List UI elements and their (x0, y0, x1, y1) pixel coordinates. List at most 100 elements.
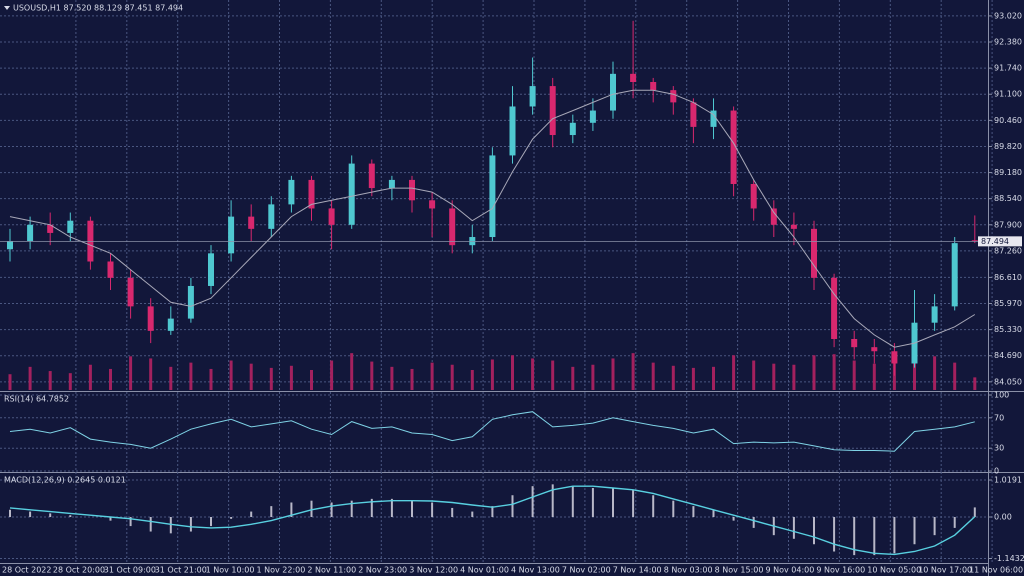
rsi-line (9, 411, 975, 452)
candle-body (589, 110, 596, 123)
volume-bar (289, 365, 293, 390)
x-tick-label: 1 Nov 10:00 (206, 566, 255, 575)
volume-bar (591, 364, 595, 390)
x-tick-label: 10 Nov 17:00 (918, 566, 972, 575)
volume-bar (772, 363, 776, 390)
rsi-title: RSI(14) 64.7852 (4, 395, 69, 404)
candle-body (851, 339, 858, 348)
volume-bar (511, 355, 514, 390)
x-tick-label: 31 Oct 09:00 (104, 566, 156, 575)
candle-body (248, 216, 255, 229)
candle-body (610, 73, 616, 111)
volume-bar (490, 359, 494, 390)
candle-body (871, 347, 878, 352)
volume-bar (913, 350, 916, 390)
candle-body (529, 86, 536, 107)
volume-bar (129, 356, 133, 390)
volume-bar (169, 366, 173, 390)
candle-body (67, 220, 74, 233)
macd-title: MACD(12,26,9) 0.2645 0.0121 (4, 476, 126, 485)
candle-body (770, 208, 777, 225)
candle-body (690, 102, 697, 127)
volume-bar (269, 367, 273, 390)
candle-body (348, 163, 355, 225)
volume-bar (973, 377, 977, 390)
x-tick-label: 8 Nov 03:00 (664, 566, 713, 575)
y-tick-label: 89.820 (994, 142, 1022, 151)
candle-body (811, 228, 817, 278)
y-tick-label: 30 (994, 444, 1004, 453)
y-tick-label: 84.050 (994, 377, 1022, 386)
volume-bar (611, 358, 615, 390)
x-tick-label: 3 Nov 12:00 (409, 566, 458, 575)
y-tick-label: 100 (994, 391, 1009, 400)
volume-bar (310, 370, 313, 390)
candle-body (27, 224, 34, 242)
volume-bar (410, 368, 414, 390)
volume-bar (832, 354, 836, 390)
candle-body (891, 351, 898, 364)
volume-bar (953, 362, 957, 390)
candle-body (790, 224, 797, 229)
y-tick-label: 92.380 (994, 38, 1022, 47)
y-tick-label: -1.1432 (994, 554, 1024, 563)
candle-body (147, 306, 154, 331)
y-tick-label: 85.330 (994, 325, 1022, 334)
y-tick-label: 90.460 (994, 116, 1022, 125)
candle-body (228, 216, 235, 254)
volume-bar (8, 374, 12, 390)
candle-body (710, 110, 717, 127)
volume-bar (571, 366, 575, 390)
signal-line (9, 485, 976, 556)
volume-bar (189, 362, 193, 390)
volume-bar (249, 363, 253, 390)
candle-body (47, 224, 54, 233)
candle-body (7, 241, 13, 250)
x-tick-label: 2 Nov 23:00 (358, 566, 407, 575)
candle-body (509, 106, 516, 156)
candle-body (208, 253, 214, 286)
x-tick-label: 8 Nov 15:00 (715, 566, 764, 575)
volume-bar (691, 367, 695, 390)
menu-arrow[interactable] (4, 6, 10, 10)
volume-bar (531, 358, 535, 390)
volume-bar (933, 356, 937, 390)
candle-body (368, 163, 375, 189)
volume-bar (330, 360, 334, 390)
candle-body (750, 183, 757, 209)
volume-bar (390, 366, 394, 390)
candle-body (971, 240, 978, 242)
price-tag (978, 236, 1022, 247)
y-tick-label: 91.740 (994, 64, 1022, 73)
volume-bar (48, 371, 52, 390)
volume-bar (209, 368, 213, 390)
volume-bar (149, 358, 153, 390)
volume-bar (68, 373, 72, 390)
candle-body (630, 73, 637, 82)
x-tick-label: 4 Nov 01:00 (460, 566, 509, 575)
candle-body (489, 155, 496, 238)
volume-bar (792, 364, 796, 390)
candle-body (650, 81, 657, 91)
volume-bar (370, 361, 374, 390)
candle-body (127, 277, 134, 307)
y-tick-label: 70 (994, 413, 1004, 422)
chart-header: USOUSD,H1 87.520 88.129 87.451 87.494 (13, 4, 183, 13)
volume-bar (651, 362, 655, 390)
y-tick-label: 84.690 (994, 351, 1022, 360)
volume-bar (28, 366, 32, 390)
volume-bar (752, 360, 756, 390)
moving-average (9, 89, 976, 348)
candle-body (569, 122, 576, 136)
y-tick-label: 93.020 (994, 11, 1022, 20)
volume-bar (109, 368, 112, 390)
y-tick-label: 91.100 (994, 90, 1022, 99)
volume-bar (852, 360, 856, 390)
x-tick-label: 2 Nov 11:00 (307, 566, 356, 575)
y-tick-label: 1.0191 (994, 476, 1022, 485)
candle-body (167, 318, 174, 331)
candle-body (931, 306, 938, 323)
candle-body (429, 200, 436, 209)
